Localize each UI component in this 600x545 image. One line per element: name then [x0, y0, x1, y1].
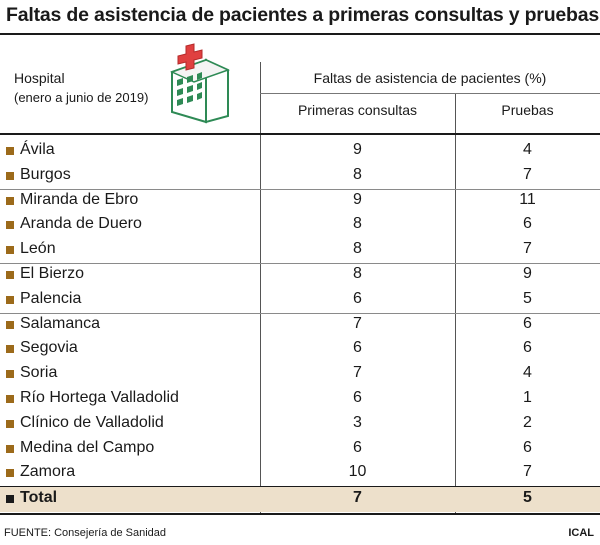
- table-row: Palencia 6 5: [0, 288, 600, 313]
- row-bullet: [6, 320, 14, 329]
- red-cross-icon: [177, 43, 203, 71]
- hospital-name: Burgos: [20, 165, 71, 183]
- hospital-building-shape: [169, 58, 231, 124]
- row-bullet: [6, 419, 14, 428]
- source-note: FUENTE: Consejería de Sanidad: [4, 527, 167, 539]
- row-bullet: [6, 345, 14, 354]
- value-primeras-consultas: 6: [353, 389, 362, 406]
- value-pruebas: 9: [523, 265, 532, 282]
- value-pruebas: 5: [523, 289, 532, 307]
- value-pruebas: 7: [523, 165, 532, 183]
- value-primeras-consultas: 9: [353, 190, 362, 208]
- row-bullet: [6, 171, 14, 180]
- value-pruebas: 2: [523, 413, 532, 431]
- hospital-name: Aranda de Duero: [20, 215, 142, 233]
- table-row: Salamanca 7 6: [0, 313, 600, 338]
- value-pruebas: 6: [523, 314, 532, 332]
- column-header-pruebas: Pruebas: [501, 102, 554, 118]
- row-bullet: [6, 495, 14, 504]
- value-primeras-consultas: 3: [353, 413, 362, 431]
- value-primeras-consultas: 6: [353, 438, 362, 456]
- value-pruebas: 6: [523, 339, 532, 357]
- total-label: Total: [20, 489, 58, 507]
- hospital-name: Palencia: [20, 289, 82, 307]
- table-row: León 8 7: [0, 238, 600, 263]
- group-separator: [0, 263, 600, 264]
- hospital-period-note: (enero a junio de 2019): [14, 90, 149, 105]
- group-header-rule: [260, 93, 600, 94]
- row-bullet: [6, 271, 14, 279]
- group-header: Faltas de asistencia de pacientes (%): [313, 70, 547, 86]
- value-primeras-consultas: 8: [353, 240, 362, 258]
- table-row: Burgos 8 7: [0, 164, 600, 189]
- hospital-name: Miranda de Ebro: [20, 190, 139, 208]
- table-row: Río Hortega Valladolid 6 1: [0, 387, 600, 412]
- value-pruebas: 4: [523, 364, 532, 382]
- row-bullet: [6, 370, 14, 379]
- total-row: Total 7 5: [0, 487, 600, 512]
- row-bullet: [6, 221, 14, 230]
- value-pruebas: 4: [523, 141, 532, 158]
- value-primeras-consultas: 8: [353, 215, 362, 233]
- hospital-name: Río Hortega Valladolid: [20, 389, 179, 406]
- total-pruebas: 5: [523, 489, 532, 507]
- hospital-name: Ávila: [20, 141, 55, 158]
- table-row: Zamora 10 7: [0, 461, 600, 486]
- hospital-building-icon: [169, 43, 231, 124]
- page-title: Faltas de asistencia de pacientes a prim…: [6, 4, 600, 26]
- column-divider-2: [455, 94, 456, 513]
- value-primeras-consultas: 6: [353, 339, 362, 357]
- hospital-name: Salamanca: [20, 314, 101, 332]
- value-primeras-consultas: 7: [353, 364, 362, 382]
- row-bullet: [6, 444, 14, 453]
- row-bullet: [6, 147, 14, 155]
- hospital-name: El Bierzo: [20, 265, 85, 282]
- table-row: Aranda de Duero 8 6: [0, 213, 600, 238]
- hospital-name: León: [20, 240, 56, 258]
- value-primeras-consultas: 8: [353, 265, 362, 282]
- title-rule: [0, 33, 600, 35]
- value-pruebas: 11: [519, 190, 536, 208]
- hospital-name: Zamora: [20, 463, 76, 481]
- row-bullet: [6, 395, 14, 403]
- row-bullet: [6, 246, 14, 255]
- group-separator: [0, 188, 600, 190]
- value-primeras-consultas: 7: [353, 314, 362, 332]
- hospital-column-header: Hospital: [14, 70, 65, 86]
- table-row: Miranda de Ebro 9 11: [0, 189, 600, 214]
- value-pruebas: 7: [523, 240, 532, 258]
- row-bullet: [6, 196, 14, 205]
- value-primeras-consultas: 6: [353, 289, 362, 307]
- value-primeras-consultas: 10: [348, 463, 367, 481]
- value-primeras-consultas: 8: [353, 165, 362, 183]
- bottom-rule: [0, 513, 600, 515]
- group-separator: [0, 312, 600, 314]
- hospital-name: Medina del Campo: [20, 438, 155, 456]
- hospital-name: Clínico de Valladolid: [20, 413, 164, 431]
- column-header-primeras-consultas: Primeras consultas: [297, 102, 418, 118]
- credit-label: ICAL: [568, 527, 594, 539]
- row-bullet: [6, 295, 14, 304]
- value-pruebas: 1: [523, 389, 532, 406]
- value-pruebas: 6: [523, 215, 532, 233]
- table-row: Clínico de Valladolid 3 2: [0, 412, 600, 437]
- total-separator: [0, 486, 600, 488]
- column-divider-1: [260, 62, 261, 513]
- value-pruebas: 7: [523, 463, 532, 481]
- total-primeras-consultas: 7: [353, 489, 362, 507]
- hospital-name: Segovia: [20, 339, 78, 357]
- table-row: Soria 7 4: [0, 362, 600, 387]
- table-row: Medina del Campo 6 6: [0, 437, 600, 462]
- hospital-name: Soria: [20, 364, 58, 382]
- table-row: Segovia 6 6: [0, 337, 600, 362]
- value-primeras-consultas: 9: [353, 141, 362, 158]
- table-row: Ávila 9 4: [0, 139, 600, 164]
- table-row: El Bierzo 8 9: [0, 263, 600, 288]
- row-bullet: [6, 469, 14, 478]
- header-rule: [0, 133, 600, 135]
- value-pruebas: 6: [523, 438, 532, 456]
